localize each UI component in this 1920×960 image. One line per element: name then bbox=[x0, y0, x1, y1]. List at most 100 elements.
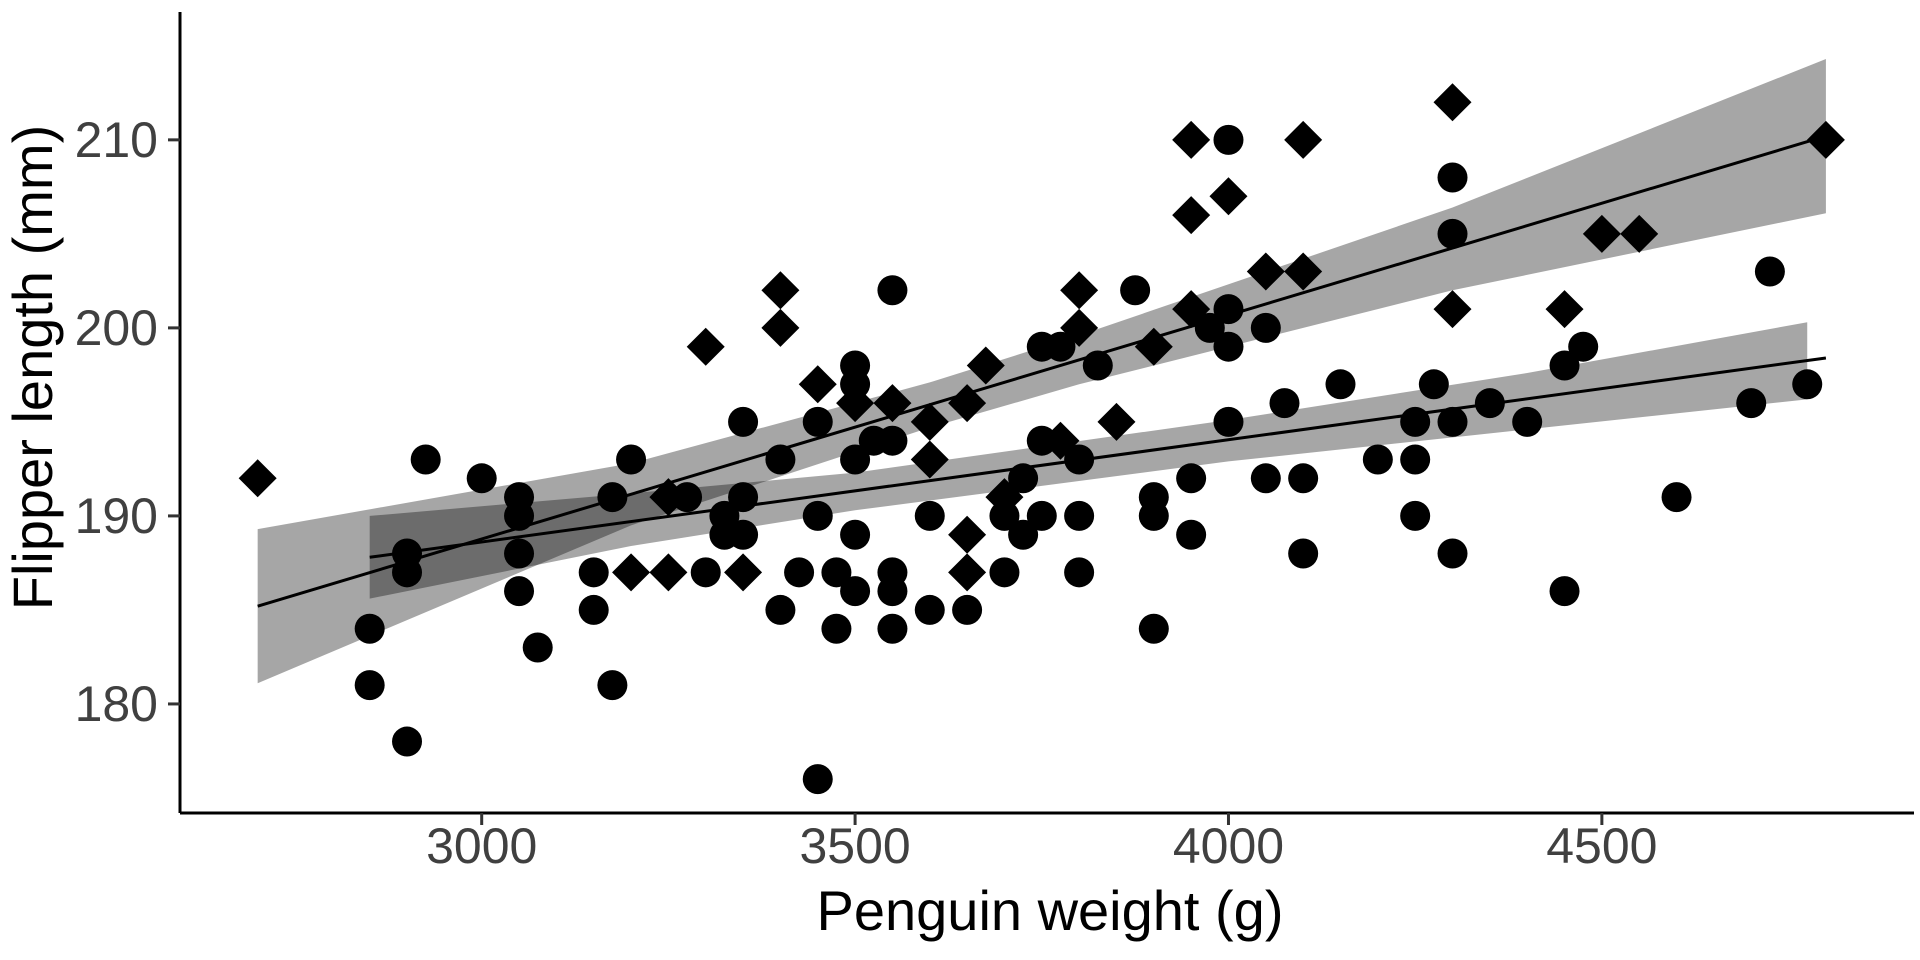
data-point-circle bbox=[1064, 500, 1095, 531]
data-point-circle bbox=[728, 406, 759, 437]
data-point-diamond bbox=[798, 365, 837, 404]
data-point-circle bbox=[877, 275, 908, 306]
data-point-circle bbox=[354, 613, 385, 644]
data-point-circle bbox=[1213, 331, 1244, 362]
data-point-circle bbox=[1288, 538, 1319, 569]
data-point-circle bbox=[1754, 256, 1785, 287]
data-point-circle bbox=[690, 557, 721, 588]
data-point-circle bbox=[989, 557, 1020, 588]
data-point-circle bbox=[1288, 463, 1319, 494]
data-point-circle bbox=[765, 444, 796, 475]
data-point-circle bbox=[504, 576, 535, 607]
data-point-circle bbox=[840, 576, 871, 607]
data-point-diamond bbox=[966, 346, 1005, 385]
data-point-circle bbox=[1362, 444, 1393, 475]
data-point-diamond bbox=[910, 440, 949, 479]
data-point-circle bbox=[466, 463, 497, 494]
data-point-circle bbox=[821, 557, 852, 588]
x-axis-title: Penguin weight (g) bbox=[817, 879, 1284, 942]
data-point-diamond bbox=[686, 327, 725, 366]
data-point-circle bbox=[597, 482, 628, 513]
data-point-diamond bbox=[948, 384, 987, 423]
data-point-circle bbox=[1213, 406, 1244, 437]
data-point-circle bbox=[802, 764, 833, 795]
data-point-circle bbox=[1064, 444, 1095, 475]
data-point-circle bbox=[1120, 275, 1151, 306]
data-point-circle bbox=[877, 576, 908, 607]
data-point-circle bbox=[1250, 463, 1281, 494]
data-point-diamond bbox=[1620, 214, 1659, 253]
data-point-circle bbox=[784, 557, 815, 588]
data-point-circle bbox=[1400, 500, 1431, 531]
data-point-circle bbox=[1008, 463, 1039, 494]
data-point-circle bbox=[1250, 312, 1281, 343]
data-point-diamond bbox=[836, 384, 875, 423]
data-point-circle bbox=[1176, 519, 1207, 550]
data-point-circle bbox=[821, 613, 852, 644]
data-point-diamond bbox=[948, 515, 987, 554]
data-point-circle bbox=[840, 519, 871, 550]
data-point-circle bbox=[410, 444, 441, 475]
x-tick-label: 4000 bbox=[1173, 818, 1284, 874]
data-point-diamond bbox=[985, 478, 1024, 517]
data-point-diamond bbox=[649, 478, 688, 517]
data-point-circle bbox=[616, 444, 647, 475]
data-point-circle bbox=[1437, 218, 1468, 249]
data-point-diamond bbox=[1582, 214, 1621, 253]
data-point-diamond bbox=[1209, 177, 1248, 216]
data-point-diamond bbox=[1097, 402, 1136, 441]
data-point-circle bbox=[1213, 124, 1244, 155]
data-point-circle bbox=[1437, 162, 1468, 193]
data-point-diamond bbox=[761, 271, 800, 310]
data-point-diamond bbox=[1172, 196, 1211, 235]
data-point-diamond bbox=[910, 402, 949, 441]
data-point-diamond bbox=[761, 308, 800, 347]
data-point-diamond bbox=[1172, 120, 1211, 159]
data-point-diamond bbox=[724, 553, 763, 592]
data-point-circle bbox=[578, 594, 609, 625]
data-point-circle bbox=[1213, 294, 1244, 325]
regression-line-circle-group bbox=[369, 356, 1827, 559]
data-point-diamond bbox=[1060, 271, 1099, 310]
data-point-circle bbox=[952, 594, 983, 625]
data-point-circle bbox=[504, 538, 535, 569]
data-point-circle bbox=[877, 613, 908, 644]
data-point-diamond bbox=[649, 553, 688, 592]
data-point-diamond bbox=[1246, 252, 1285, 291]
data-point-circle bbox=[1661, 482, 1692, 513]
data-point-diamond bbox=[1545, 290, 1584, 329]
data-point-circle bbox=[1400, 406, 1431, 437]
data-point-circle bbox=[1194, 312, 1225, 343]
data-point-circle bbox=[1269, 388, 1300, 419]
data-point-diamond bbox=[1060, 308, 1099, 347]
y-axis-title: Flipper length (mm) bbox=[1, 125, 64, 610]
data-point-circle bbox=[1026, 500, 1057, 531]
data-point-circle bbox=[1008, 519, 1039, 550]
data-point-circle bbox=[392, 726, 423, 757]
data-point-circle bbox=[914, 500, 945, 531]
data-point-circle bbox=[802, 406, 833, 437]
data-point-circle bbox=[1736, 388, 1767, 419]
data-point-circle bbox=[877, 425, 908, 456]
x-tick-label: 4500 bbox=[1546, 818, 1657, 874]
data-point-circle bbox=[578, 557, 609, 588]
data-point-circle bbox=[1418, 369, 1449, 400]
data-point-diamond bbox=[1172, 290, 1211, 329]
data-point-circle bbox=[840, 350, 871, 381]
data-point-circle bbox=[1138, 500, 1169, 531]
y-tick-label: 210 bbox=[75, 112, 158, 168]
data-point-circle bbox=[1474, 388, 1505, 419]
data-point-circle bbox=[765, 594, 796, 625]
data-point-circle bbox=[1064, 557, 1095, 588]
data-point-diamond bbox=[1433, 83, 1472, 122]
data-point-diamond bbox=[1806, 120, 1845, 159]
data-point-circle bbox=[1138, 613, 1169, 644]
data-point-circle bbox=[1176, 463, 1207, 494]
data-point-circle bbox=[392, 538, 423, 569]
y-tick-label: 200 bbox=[75, 300, 158, 356]
data-point-diamond bbox=[612, 553, 651, 592]
data-point-diamond bbox=[1284, 252, 1323, 291]
data-point-circle bbox=[1792, 369, 1823, 400]
x-tick-label: 3000 bbox=[426, 818, 537, 874]
